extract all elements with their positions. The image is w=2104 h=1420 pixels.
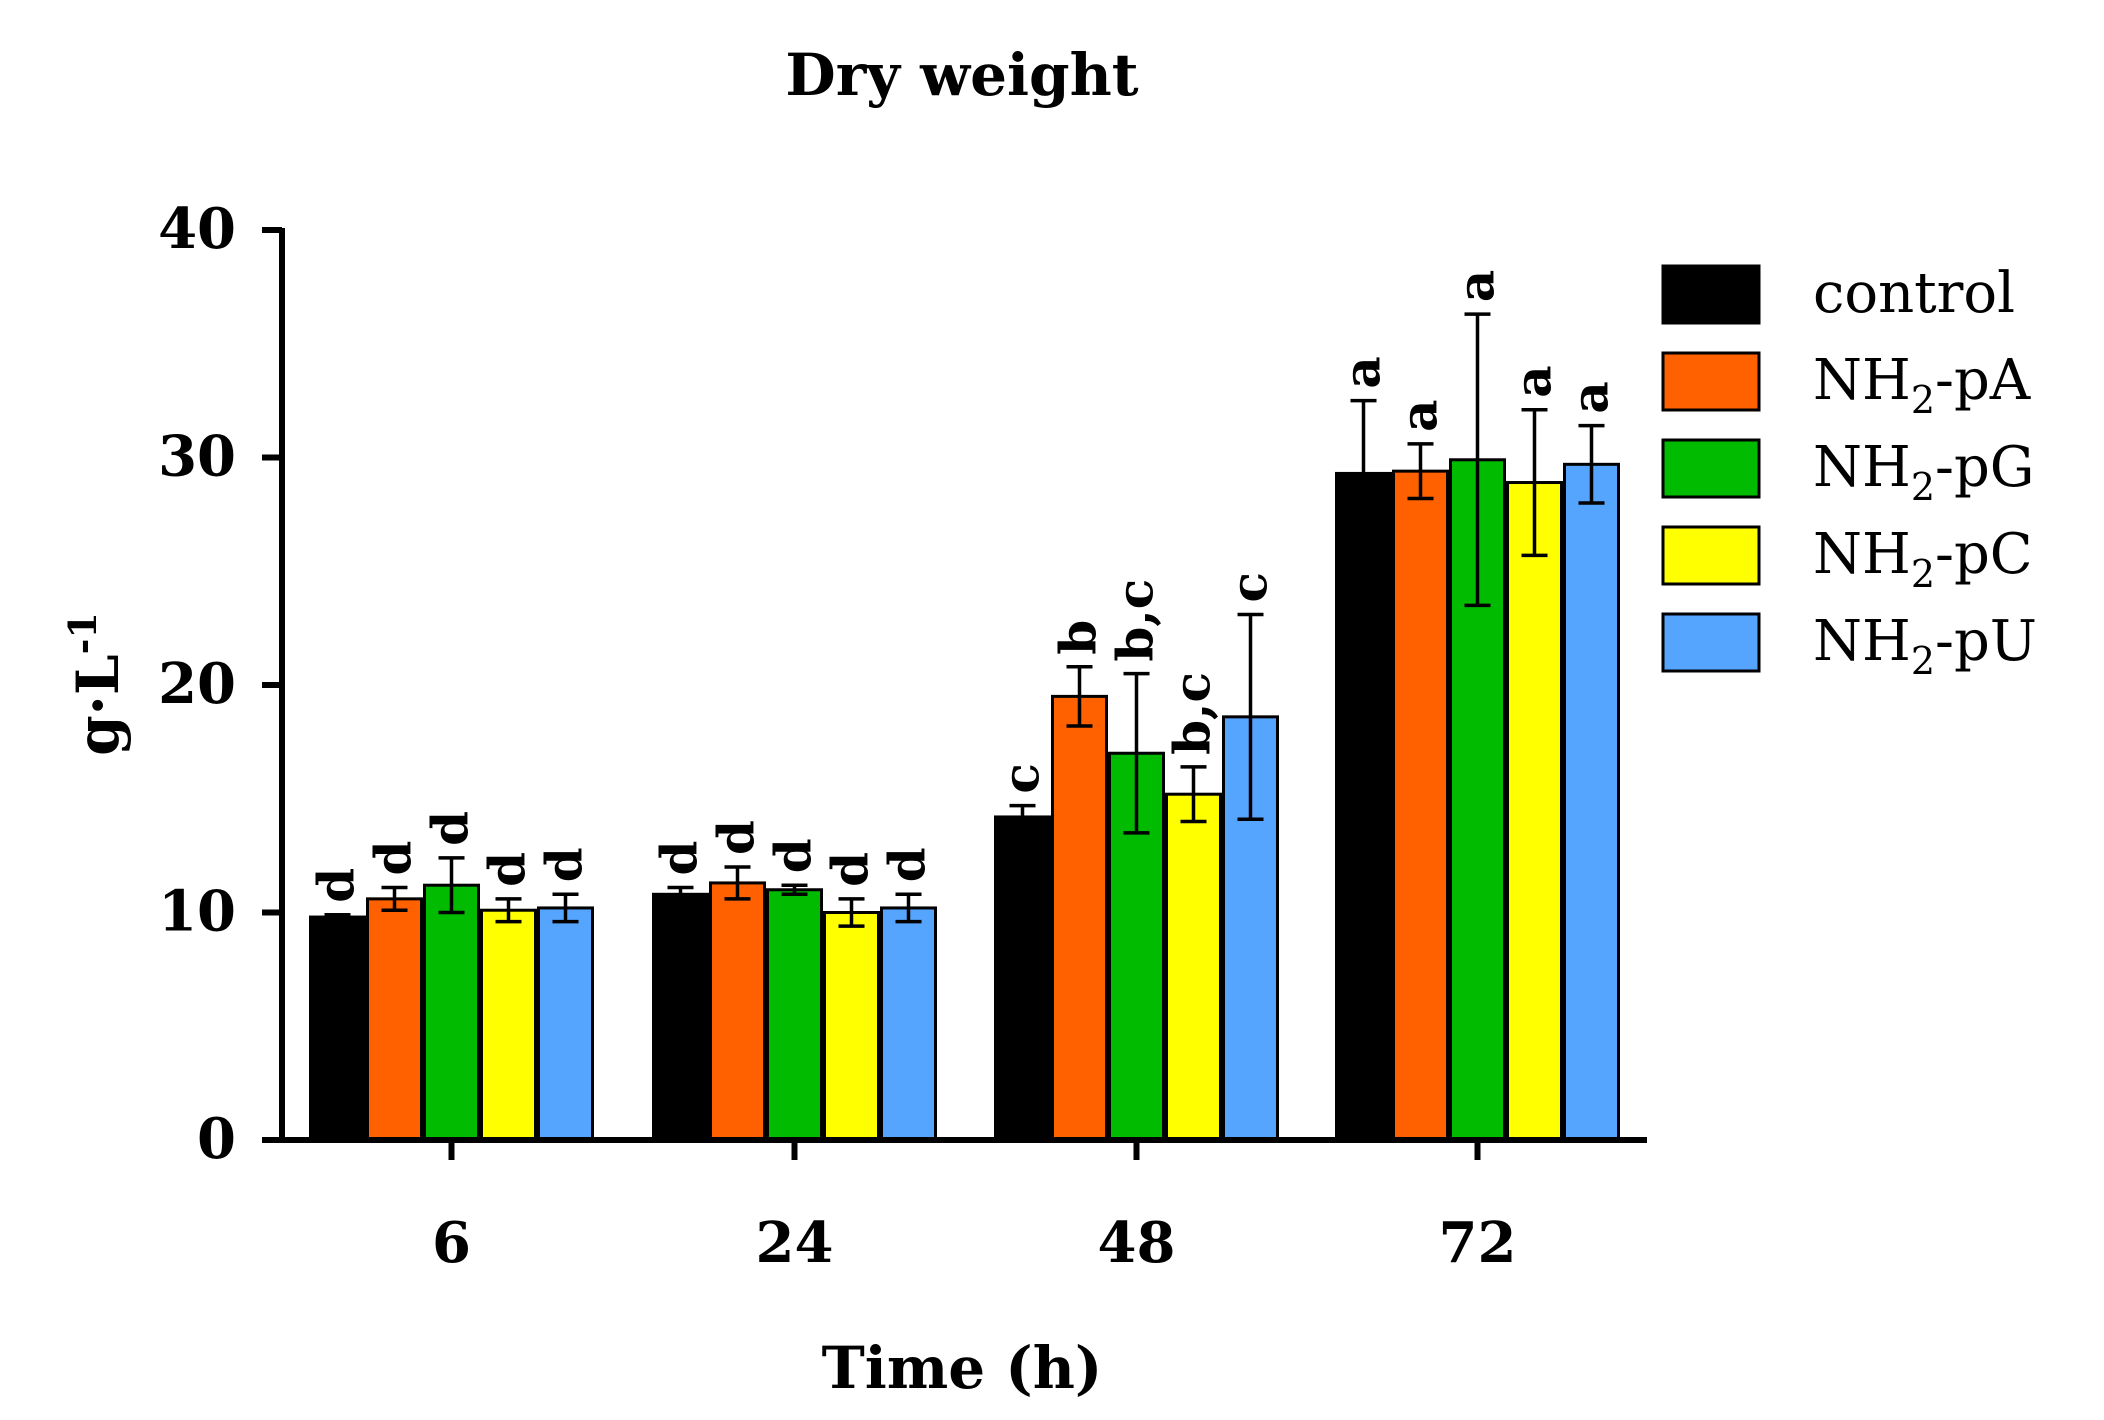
legend-swatch [1661, 351, 1761, 412]
legend-label-suffix: -pG [1935, 435, 2035, 500]
significance-letter: b,c [1106, 579, 1165, 662]
significance-letter: a [1447, 270, 1506, 302]
significance-letter: c [992, 763, 1051, 793]
bar [423, 883, 480, 1142]
bar [766, 888, 823, 1142]
bar [1051, 694, 1108, 1142]
bar [652, 892, 709, 1142]
y-axis-label-main: g·L [64, 654, 132, 756]
x-axis-label: Time (h) [822, 1334, 1103, 1402]
bar [366, 897, 423, 1142]
y-axis-label-exponent: -1 [60, 612, 105, 654]
bar [480, 908, 537, 1142]
error-bars-group [324, 312, 1605, 928]
y-axis-label-group: g·L-1 [60, 612, 132, 756]
y-tick-label: 0 [197, 1106, 236, 1172]
bar [1392, 469, 1449, 1142]
x-tick-label: 24 [756, 1210, 834, 1276]
y-tick-label: 40 [158, 196, 236, 262]
significance-letter: a [1333, 356, 1392, 388]
legend-label: control [1813, 261, 2015, 326]
significance-letter: d [421, 811, 480, 846]
legend-label: NH2-pA [1813, 348, 2031, 422]
significance-letter: d [307, 868, 366, 903]
significance-letter: d [478, 852, 537, 887]
bar [537, 906, 594, 1142]
significance-letter: b [1049, 620, 1108, 655]
legend-label: NH2-pC [1813, 522, 2033, 596]
x-tick-label: 6 [432, 1210, 471, 1276]
chart-title: Dry weight [785, 41, 1138, 109]
significance-letter: d [821, 852, 880, 887]
bar [1165, 792, 1222, 1142]
legend-label: NH2-pG [1813, 435, 2035, 509]
bar [1563, 462, 1620, 1142]
x-tick-label: 72 [1439, 1210, 1517, 1276]
x-tick-label: 48 [1098, 1210, 1176, 1276]
legend-label-main: NH [1813, 609, 1911, 674]
bars-group [309, 458, 1620, 1142]
bar [709, 881, 766, 1142]
legend-label: NH2-pU [1813, 609, 2037, 683]
bar [1506, 481, 1563, 1142]
significance-letter: d [535, 847, 594, 882]
legend-label-subscript: 2 [1911, 552, 1935, 596]
significance-letter: d [650, 841, 709, 876]
legend-label-subscript: 2 [1911, 639, 1935, 683]
significance-letter: a [1504, 365, 1563, 397]
legend-label-suffix: -pU [1935, 609, 2037, 674]
significance-letter: b,c [1163, 672, 1222, 755]
legend-label-main: NH [1813, 435, 1911, 500]
significance-letter: d [764, 838, 823, 873]
legend-label-subscript: 2 [1911, 378, 1935, 422]
significance-letter: a [1390, 399, 1449, 431]
y-tick-label: 20 [158, 651, 236, 717]
bar [1335, 471, 1392, 1142]
significance-letter: a [1561, 381, 1620, 413]
legend-swatch [1661, 438, 1761, 499]
y-ticks-group: 0 10 20 30 40 [158, 196, 282, 1172]
legend-swatch [1661, 612, 1761, 673]
y-tick-label: 30 [158, 424, 236, 490]
legend-label-subscript: 2 [1911, 465, 1935, 509]
legend-label-suffix: -pA [1935, 348, 2031, 413]
x-ticks-group: 6 24 48 72 [432, 1140, 1516, 1276]
bar [880, 906, 937, 1142]
y-tick-label: 10 [158, 879, 236, 945]
significance-letter: d [878, 847, 937, 882]
legend-label-main: NH [1813, 348, 1911, 413]
significance-letter: d [364, 841, 423, 876]
bar [994, 815, 1051, 1142]
y-axis-label: g·L-1 [60, 612, 132, 756]
bar [309, 915, 366, 1142]
bar [823, 911, 880, 1142]
legend-label-suffix: -pC [1935, 522, 2033, 587]
legend-label-main: NH [1813, 522, 1911, 587]
legend-swatch [1661, 264, 1761, 325]
significance-letter: c [1220, 572, 1279, 602]
significance-letter: d [707, 820, 766, 855]
legend-label-main: control [1813, 261, 2015, 326]
legend-swatch [1661, 525, 1761, 586]
